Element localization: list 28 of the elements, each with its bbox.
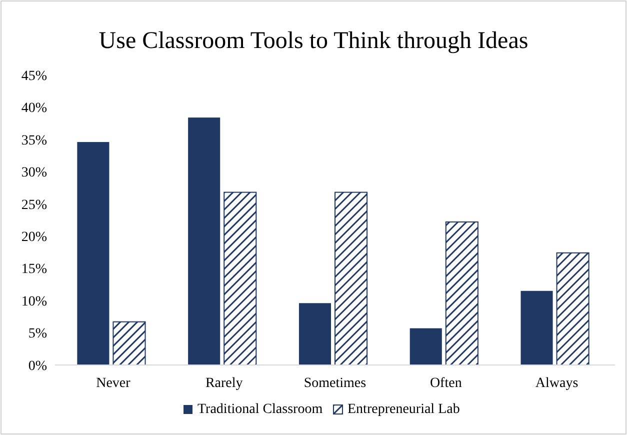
- bar: [445, 221, 478, 366]
- bar: [224, 192, 257, 366]
- y-tick-label: 5%: [28, 326, 48, 342]
- bar: [520, 290, 553, 365]
- x-tick-label: Often: [430, 376, 462, 391]
- bar: [188, 118, 220, 365]
- y-tick-label: 45%: [21, 68, 48, 84]
- bar: [410, 328, 442, 365]
- bar: [556, 252, 590, 366]
- y-tick-label: 35%: [21, 133, 48, 148]
- y-tick-label: 30%: [21, 166, 48, 181]
- legend-label: Traditional Classroom: [198, 402, 323, 417]
- y-tick-label: 15%: [21, 262, 48, 278]
- x-tick-label: Sometimes: [304, 376, 366, 391]
- bar: [112, 321, 146, 366]
- legend-label: Entrepreneurial Lab: [348, 402, 460, 417]
- y-tick-label: 0%: [28, 358, 48, 374]
- x-tick-label: Always: [535, 376, 578, 391]
- y-tick-label: 25%: [21, 198, 48, 213]
- bar: [334, 192, 368, 366]
- bar: [298, 303, 331, 365]
- y-tick-label: 40%: [21, 101, 48, 116]
- bar: [77, 142, 110, 365]
- y-tick-label: 10%: [21, 294, 48, 310]
- y-tick-label: 20%: [21, 230, 48, 246]
- x-tick-label: Never: [96, 376, 131, 391]
- x-tick-label: Rarely: [205, 376, 243, 391]
- chart-title: Use Classroom Tools to Think through Ideas: [98, 28, 528, 54]
